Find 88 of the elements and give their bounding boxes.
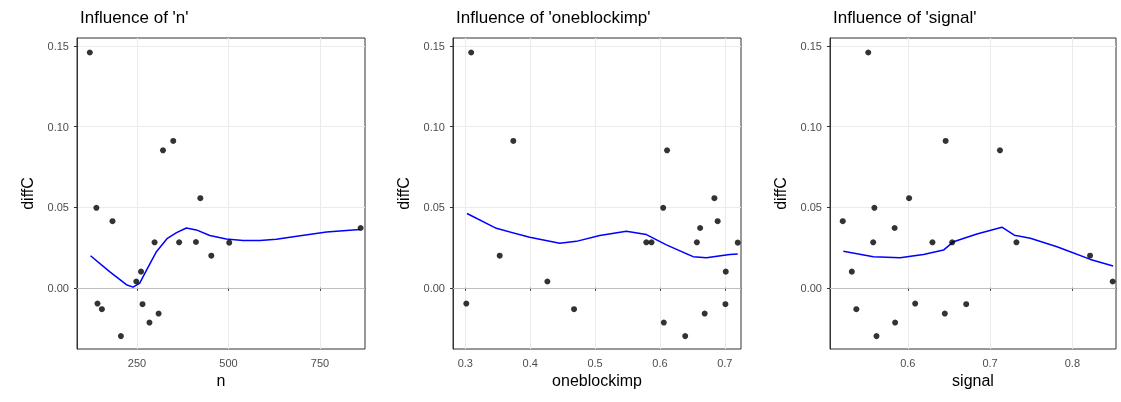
point xyxy=(693,239,700,246)
x-tick-label: 0.7 xyxy=(717,356,733,369)
point xyxy=(664,147,671,154)
x-tick-label: 0.5 xyxy=(587,356,603,369)
point xyxy=(98,306,105,313)
x-axis-title: n xyxy=(216,372,226,390)
point xyxy=(714,218,721,225)
y-tick-label: 0.15 xyxy=(423,40,445,53)
point xyxy=(117,333,124,340)
y-tick-label: 0.00 xyxy=(47,281,69,294)
point xyxy=(949,239,956,246)
x-tick-label: 0.8 xyxy=(1064,356,1081,369)
chart-title: Influence of 'n' xyxy=(80,8,189,27)
point xyxy=(942,137,949,144)
x-tick-label: 750 xyxy=(310,356,330,369)
point xyxy=(155,310,162,317)
y-tick-label: 0.05 xyxy=(800,201,822,214)
point xyxy=(170,137,177,144)
y-tick-label: 0.00 xyxy=(423,281,445,294)
point xyxy=(138,268,145,275)
point xyxy=(151,239,158,246)
x-axis-title: oneblockimp xyxy=(552,372,643,390)
x-tick-label: 250 xyxy=(127,356,147,369)
point xyxy=(468,49,475,56)
point xyxy=(510,137,517,144)
line-series xyxy=(466,212,739,259)
point xyxy=(94,300,101,307)
x-tick-label: 0.6 xyxy=(900,356,916,369)
y-tick-label: 0.10 xyxy=(47,120,69,133)
point xyxy=(929,239,936,246)
point xyxy=(660,319,667,326)
point xyxy=(871,204,878,211)
point xyxy=(906,195,913,202)
point xyxy=(226,239,233,246)
point xyxy=(643,239,650,246)
point xyxy=(892,319,899,326)
point xyxy=(1013,239,1020,246)
x-tick-label: 0.7 xyxy=(982,356,998,369)
chart-title: Influence of 'oneblockimp' xyxy=(456,8,651,27)
point xyxy=(996,147,1003,154)
point xyxy=(839,218,846,225)
point xyxy=(139,301,146,308)
point xyxy=(208,252,215,259)
y-tick-label: 0.10 xyxy=(800,120,822,133)
point xyxy=(963,301,970,308)
y-tick-label: 0.05 xyxy=(47,201,69,214)
y-tick-label: 0.15 xyxy=(47,40,69,53)
point xyxy=(357,224,364,231)
point xyxy=(734,239,741,246)
x-tick-label: 0.4 xyxy=(522,356,538,369)
y-tick-label: 0.00 xyxy=(800,281,822,294)
y-tick-label: 0.10 xyxy=(423,120,445,133)
chart-title: Influence of 'signal' xyxy=(833,8,977,27)
point xyxy=(660,204,667,211)
point xyxy=(711,195,718,202)
y-tick-label: 0.15 xyxy=(800,40,822,53)
point xyxy=(544,278,551,285)
point xyxy=(682,333,689,340)
point xyxy=(160,147,166,154)
x-tick-label: 0.6 xyxy=(652,356,668,369)
point xyxy=(176,239,183,246)
x-axis-title: signal xyxy=(952,372,994,390)
point xyxy=(891,224,898,231)
point xyxy=(93,204,100,211)
point xyxy=(722,268,729,275)
y-axis-title: diffC xyxy=(771,177,789,210)
point xyxy=(109,218,116,225)
point xyxy=(1087,252,1094,259)
point xyxy=(853,306,860,313)
y-tick-label: 0.05 xyxy=(423,201,445,214)
line-series xyxy=(842,226,1114,267)
y-axis-title: diffC xyxy=(394,177,412,210)
x-tick-label: 500 xyxy=(219,356,238,369)
point xyxy=(197,195,204,202)
point xyxy=(697,224,704,231)
point xyxy=(912,300,919,307)
point xyxy=(192,239,199,245)
point xyxy=(722,301,729,308)
point xyxy=(873,333,880,340)
y-axis-title: diffC xyxy=(18,177,36,210)
point xyxy=(496,252,503,259)
point xyxy=(571,306,578,313)
point xyxy=(941,310,948,317)
point xyxy=(870,239,877,246)
point xyxy=(86,49,93,56)
x-tick-label: 0.3 xyxy=(457,356,473,369)
point xyxy=(848,268,855,275)
point xyxy=(146,319,153,326)
